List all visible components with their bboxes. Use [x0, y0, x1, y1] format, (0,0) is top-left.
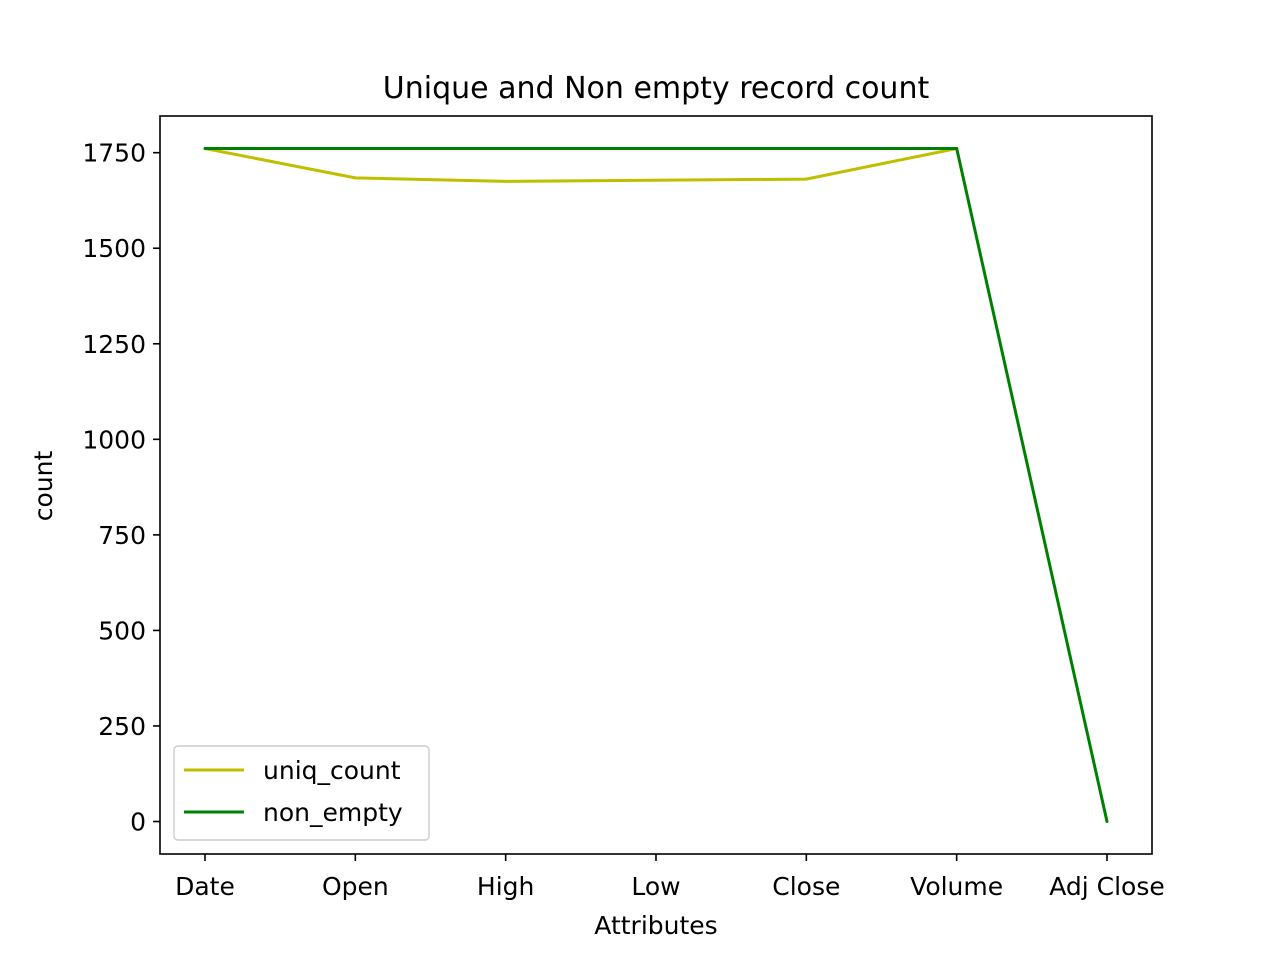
data-point-non-empty-4 [955, 146, 959, 150]
x-tick-label-high: High [477, 872, 534, 901]
y-tick-label-250: 250 [98, 712, 146, 741]
y-axis-label: count [29, 451, 58, 522]
y-tick-label-0: 0 [130, 808, 146, 837]
x-tick-label-low: Low [631, 872, 680, 901]
x-tick-label-open: Open [322, 872, 389, 901]
y-tick-label-1000: 1000 [82, 425, 146, 454]
y-tick-label-1750: 1750 [82, 139, 146, 168]
x-tick-label-volume: Volume [910, 872, 1003, 901]
data-point-non-empty-2 [504, 146, 508, 150]
x-tick-label-close: Close [772, 872, 840, 901]
y-axis: 0 250 500 750 1000 1250 1500 1750 [82, 139, 160, 837]
x-axis-label: Attributes [594, 911, 717, 940]
x-tick-label-date: Date [175, 872, 235, 901]
data-point-uniq-count-1 [353, 176, 357, 180]
data-point-uniq-count-3 [804, 177, 808, 181]
chart-title: Unique and Non empty record count [383, 71, 930, 106]
legend-label-non-empty: non_empty [263, 798, 403, 827]
data-point-non-empty-5 [1105, 820, 1109, 824]
x-tick-label-adj-close: Adj Close [1049, 872, 1165, 901]
data-point-non-empty-1 [353, 146, 357, 150]
legend: uniq_count non_empty [173, 745, 430, 841]
series-line-non-empty [205, 147, 1109, 822]
y-tick-label-1250: 1250 [82, 330, 146, 359]
legend-label-uniq-count: uniq_count [263, 756, 401, 785]
data-point-uniq-count-2 [504, 179, 508, 183]
y-tick-label-750: 750 [98, 521, 146, 550]
data-point-non-empty-0 [203, 146, 207, 150]
series-layer [203, 146, 1109, 824]
y-tick-label-1500: 1500 [82, 234, 146, 263]
data-point-non-empty-3 [804, 146, 808, 150]
y-tick-label-500: 500 [98, 616, 146, 645]
x-axis: Date Open High Low Close Volume Adj Close [175, 854, 1165, 901]
